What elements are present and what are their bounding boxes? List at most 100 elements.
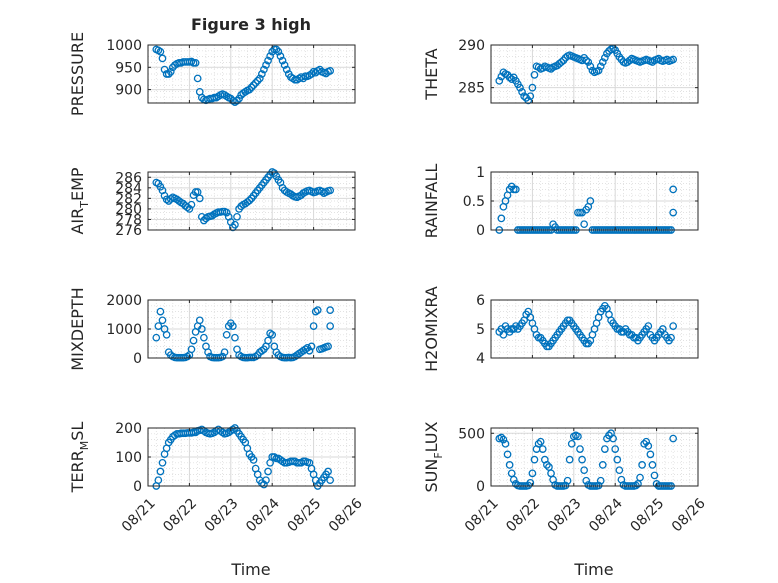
y-tick-label: 0 (476, 223, 485, 239)
data-point (195, 316, 204, 325)
data-point (669, 55, 678, 64)
panel-6: 4 5 6 H2OMIXRA (422, 286, 699, 372)
data-point (499, 435, 508, 444)
data-point (578, 455, 586, 464)
data-point (245, 85, 254, 94)
data-point (158, 316, 167, 325)
y-axis-label-part: SUN (422, 459, 441, 493)
data-point (272, 45, 281, 54)
data-point (262, 476, 270, 485)
y-axis-label: PRESSURE (68, 32, 87, 116)
data-point (309, 322, 318, 330)
data-point (646, 450, 655, 459)
data-point (154, 322, 163, 330)
y-tick-label: 1 (476, 165, 485, 181)
data-point (582, 56, 591, 65)
data-point (313, 306, 322, 314)
data-point (197, 325, 206, 333)
data-point (222, 208, 231, 217)
data-point (324, 467, 332, 476)
data-point (543, 461, 551, 469)
data-point (152, 333, 161, 342)
axes-box (147, 44, 356, 104)
data-point (156, 467, 165, 476)
data-point (278, 56, 287, 65)
data-point (274, 47, 283, 56)
data-point (247, 83, 256, 92)
data-point (650, 471, 659, 480)
y-tick-label: 278 (115, 212, 142, 228)
data-point (507, 75, 516, 83)
data-point (249, 456, 258, 464)
data-point (260, 65, 268, 74)
data-point (505, 73, 514, 82)
data-point (326, 306, 335, 314)
data-point (584, 58, 593, 66)
data-point (528, 83, 537, 92)
data-point (536, 437, 545, 446)
y-tick-label: 282 (115, 191, 142, 207)
data-point (596, 476, 605, 485)
data-point (644, 322, 653, 330)
data-point (200, 333, 208, 342)
data-point (530, 71, 539, 79)
data-points (495, 301, 678, 351)
data-point (326, 67, 335, 75)
data-point (534, 439, 543, 448)
y-tick-label: 285 (458, 81, 485, 97)
y-axis-label: AIRTEMP (68, 167, 91, 234)
data-point (185, 205, 194, 213)
data-point (505, 461, 514, 469)
panel-4: 0 0.5 1 RAINFALL (422, 164, 699, 239)
data-point (326, 186, 335, 195)
data-point (669, 322, 678, 330)
data-point (189, 336, 198, 345)
data-point (218, 352, 227, 361)
y-tick-label: 4 (476, 351, 485, 367)
x-axis-label-right: Time (573, 560, 613, 579)
axes-box (490, 44, 699, 104)
data-point (187, 200, 196, 209)
data-point (233, 212, 241, 221)
y-tick-label: 5 (476, 322, 485, 338)
data-point (567, 439, 576, 448)
data-point (166, 67, 175, 76)
data-point (594, 481, 603, 490)
data-point (648, 461, 657, 469)
y-tick-label: 280 (115, 202, 142, 218)
data-point (276, 52, 285, 61)
y-tick-label: 6 (476, 293, 485, 309)
data-point (582, 476, 591, 485)
data-point (580, 220, 589, 229)
data-point (158, 458, 167, 467)
y-tick-label: 2000 (106, 293, 142, 309)
data-point (160, 191, 169, 200)
data-point (526, 92, 535, 101)
data-points (495, 44, 678, 105)
panel-2: 285 290 THETA (422, 38, 699, 105)
data-point (530, 455, 539, 464)
y-tick-label: 950 (115, 60, 142, 76)
data-point (162, 330, 171, 339)
data-point (586, 62, 595, 71)
data-point (253, 76, 262, 85)
data-point (600, 53, 609, 62)
y-tick-label: 0.5 (463, 194, 485, 210)
data-point (497, 214, 506, 223)
data-point (574, 432, 582, 441)
data-point (204, 348, 212, 357)
data-point (255, 74, 264, 83)
data-points (152, 45, 335, 106)
y-axis-label: SUNFLUX (422, 421, 445, 492)
y-tick-label: 286 (115, 170, 142, 186)
data-point (576, 445, 584, 453)
data-point (282, 65, 291, 74)
data-point (280, 61, 289, 69)
y-axis-label-part: LUX (422, 421, 441, 452)
data-point (191, 58, 200, 67)
data-point (669, 434, 678, 443)
data-point (598, 58, 607, 66)
data-point (499, 330, 508, 339)
data-point (509, 475, 518, 484)
axes-box (490, 427, 699, 487)
